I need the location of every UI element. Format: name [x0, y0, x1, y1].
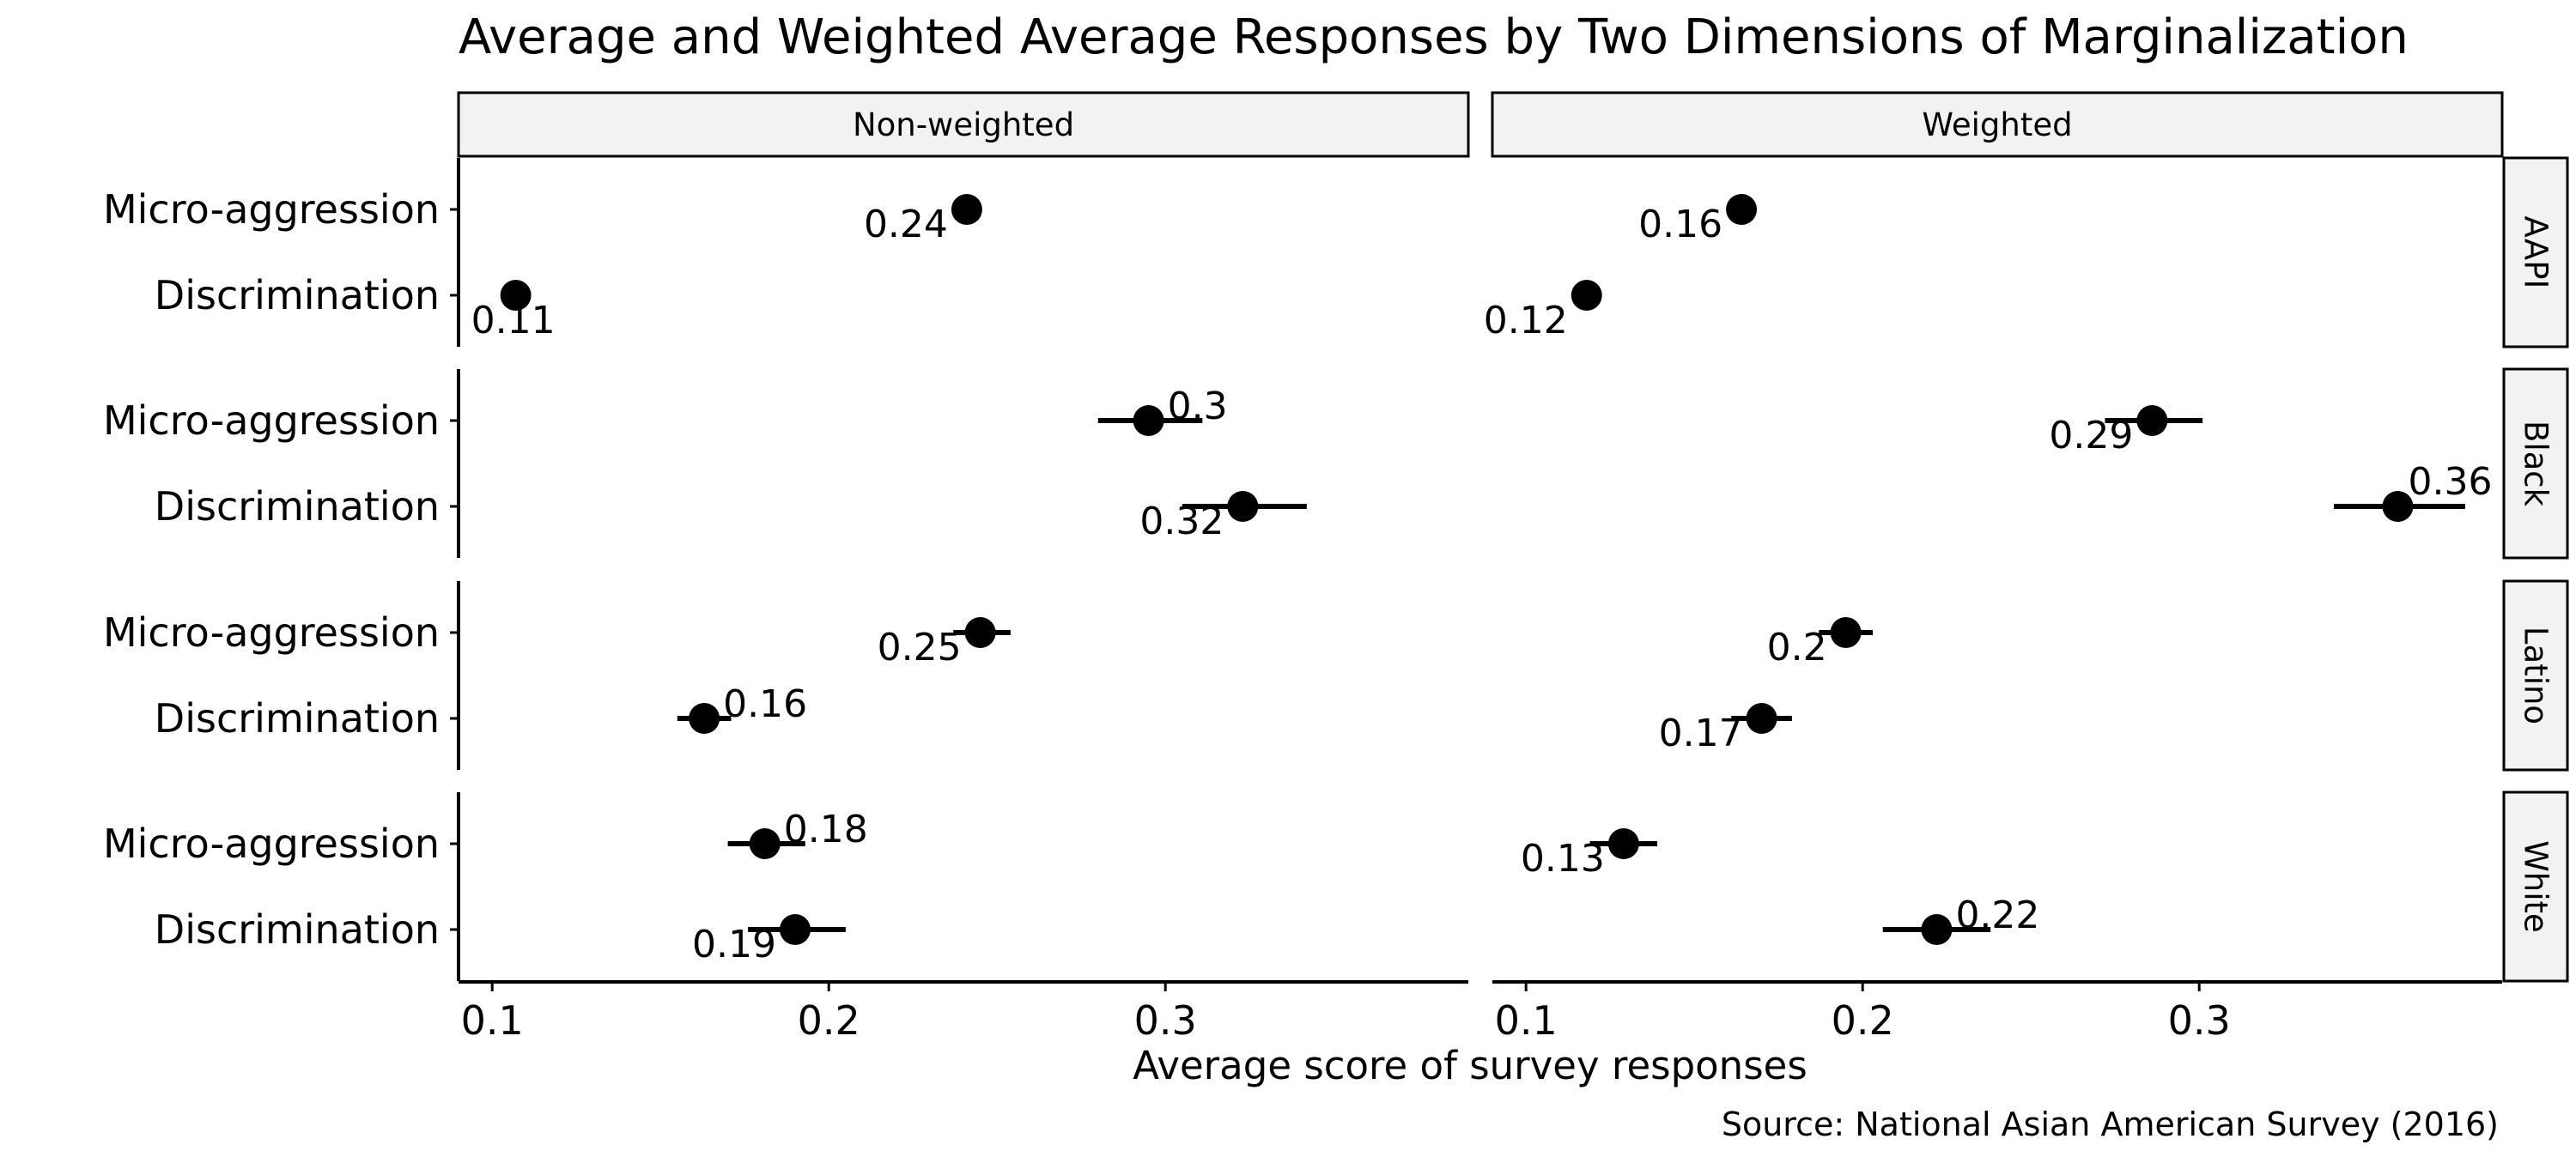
data-label-weighted-white-micro-aggression: 0.13: [1521, 837, 1605, 881]
facet-strip-non-weighted: [457, 91, 1470, 158]
x-tick-label: 0.2: [1832, 997, 1894, 1044]
data-label-non-weighted-black-discrimination: 0.32: [1139, 500, 1224, 543]
x-tick-label: 0.1: [461, 997, 524, 1044]
x-axis-title: Average score of survey responses: [1133, 1043, 1807, 1088]
facet-strip-label-non-weighted: Non-weighted: [853, 106, 1074, 143]
facet-strip-label-latino: Latino: [2518, 627, 2555, 724]
y-tick-label-discrimination-black: Discrimination: [155, 483, 440, 530]
data-label-weighted-latino-discrimination: 0.17: [1659, 712, 1743, 755]
data-label-non-weighted-aapi-discrimination: 0.11: [471, 299, 556, 342]
y-tick-label-discrimination-aapi: Discrimination: [155, 272, 440, 318]
facet-strip-latino: [2502, 579, 2569, 772]
y-tick-label-micro-aggression-black: Micro-aggression: [103, 397, 440, 444]
point-weighted-black-micro-aggression: [2136, 405, 2168, 436]
y-tick-label-micro-aggression-white: Micro-aggression: [103, 821, 440, 867]
data-label-weighted-white-discrimination: 0.22: [1955, 893, 2039, 937]
x-tick-label: 0.2: [798, 997, 860, 1044]
facet-strip-label-white: White: [2518, 840, 2555, 933]
point-weighted-black-discrimination: [2382, 491, 2414, 522]
point-non-weighted-aapi-micro-aggression: [951, 194, 982, 225]
data-label-non-weighted-white-discrimination: 0.19: [692, 923, 776, 966]
facet-strip-aapi: [2502, 156, 2569, 348]
point-weighted-white-micro-aggression: [1607, 828, 1639, 859]
point-non-weighted-aapi-discrimination: [500, 280, 532, 311]
data-label-non-weighted-black-micro-aggression: 0.3: [1168, 385, 1228, 428]
point-weighted-aapi-micro-aggression: [1726, 194, 1758, 225]
axes: [450, 158, 2502, 984]
data-label-weighted-aapi-discrimination: 0.12: [1484, 299, 1568, 342]
data-label-non-weighted-white-micro-aggression: 0.18: [784, 808, 868, 851]
chart-title: Average and Weighted Average Responses b…: [459, 9, 2409, 65]
x-axis-ticks: 0.1 0.2 0.3 0.1 0.2 0.3: [461, 982, 2231, 1044]
x-tick-label: 0.3: [1134, 997, 1197, 1044]
data-label-weighted-aapi-micro-aggression: 0.16: [1638, 203, 1722, 246]
point-weighted-latino-discrimination: [1746, 703, 1777, 734]
data-label-non-weighted-latino-discrimination: 0.16: [723, 682, 807, 726]
data-label-weighted-black-discrimination: 0.36: [2408, 460, 2492, 504]
y-tick-label-micro-aggression-aapi: Micro-aggression: [103, 186, 440, 233]
point-non-weighted-latino-micro-aggression: [964, 617, 996, 648]
facet-strip-weighted: [1491, 91, 2504, 158]
y-tick-label-discrimination-latino: Discrimination: [155, 695, 440, 742]
point-weighted-latino-micro-aggression: [1830, 617, 1862, 648]
facet-strip-label-black: Black: [2518, 421, 2555, 507]
facet-strip-black: [2502, 367, 2569, 560]
facet-strip-label-weighted: Weighted: [1922, 106, 2072, 143]
data-label-weighted-latino-micro-aggression: 0.2: [1767, 626, 1827, 669]
facet-strip-label-aapi: AAPI: [2518, 216, 2555, 289]
x-tick-label: 0.1: [1495, 997, 1558, 1044]
facet-strip-white: [2502, 790, 2569, 983]
point-weighted-aapi-discrimination: [1571, 280, 1602, 311]
x-tick-label: 0.3: [2168, 997, 2231, 1044]
y-axis-category-labels: Micro-aggression Discrimination Micro-aggr…: [103, 186, 440, 953]
point-non-weighted-white-discrimination: [780, 914, 811, 945]
y-tick-label-discrimination-white: Discrimination: [155, 906, 440, 953]
data-marks: 0.24 0.11 0.3 0.32 0.25 0.16 0.18 0.19 0.16 0.12 0…: [471, 194, 2492, 966]
data-label-weighted-black-micro-aggression: 0.29: [2049, 414, 2133, 457]
point-weighted-white-discrimination: [1921, 914, 1953, 945]
point-non-weighted-latino-discrimination: [689, 703, 720, 734]
y-tick-label-micro-aggression-latino: Micro-aggression: [103, 609, 440, 656]
data-label-non-weighted-latino-micro-aggression: 0.25: [878, 626, 962, 669]
column-facet-strips: Non-weighted Weighted: [457, 91, 2504, 158]
row-facet-strips: AAPI Black Latino White: [2502, 156, 2569, 983]
point-non-weighted-white-micro-aggression: [749, 828, 781, 859]
data-label-non-weighted-aapi-micro-aggression: 0.24: [864, 203, 948, 246]
point-non-weighted-black-discrimination: [1227, 491, 1259, 522]
source-caption: Source: National Asian American Survey (…: [1722, 1105, 2499, 1143]
point-non-weighted-black-micro-aggression: [1133, 405, 1164, 436]
